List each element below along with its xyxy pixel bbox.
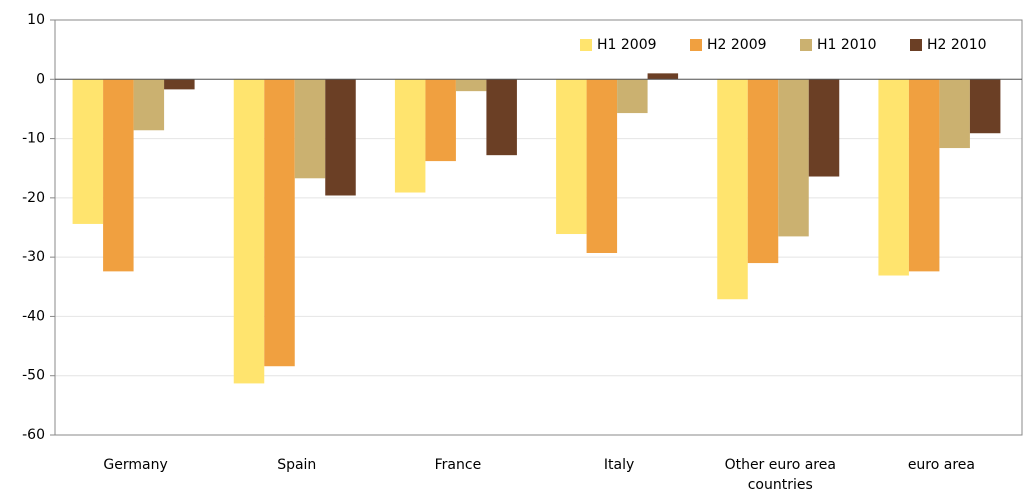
legend-label: H1 2010 (817, 37, 877, 53)
bar (808, 79, 840, 177)
y-tick-label: 10 (27, 12, 45, 28)
legend-label: H1 2009 (597, 37, 657, 53)
bar (425, 79, 456, 162)
legend-swatch (580, 39, 592, 51)
y-tick-label: -40 (22, 308, 45, 324)
y-tick-label: -60 (22, 427, 45, 443)
bar (908, 79, 940, 272)
bar (394, 79, 426, 193)
bar (617, 79, 648, 114)
bar (556, 79, 587, 235)
legend-swatch (690, 39, 702, 51)
x-tick-label: France (434, 457, 482, 473)
legend-label: H2 2009 (707, 37, 767, 53)
bar (103, 79, 134, 272)
bar (325, 79, 356, 196)
legend-swatch (800, 39, 812, 51)
legend-swatch (910, 39, 922, 51)
x-tick-label: Spain (277, 457, 317, 473)
plot-border (54, 19, 1023, 436)
bar (294, 79, 326, 179)
bar (878, 79, 909, 276)
bar (264, 79, 295, 367)
y-tick-label: -30 (22, 249, 45, 265)
bar (164, 79, 195, 90)
y-tick-label: -10 (22, 131, 45, 147)
bar (747, 79, 779, 264)
bar (586, 79, 618, 253)
bar (939, 79, 970, 149)
bar (233, 79, 265, 384)
x-tick-label: Italy (603, 457, 635, 473)
legend-label: H2 2010 (927, 37, 987, 53)
y-tick-label: -20 (22, 190, 45, 206)
bar (778, 79, 809, 237)
bar (717, 79, 748, 300)
bar (455, 79, 487, 92)
bar (133, 79, 165, 131)
x-tick-label: Germany (103, 457, 168, 473)
bar (486, 79, 517, 156)
bar (72, 79, 104, 224)
y-tick-label: 0 (36, 71, 45, 87)
x-tick-label: euro area (907, 457, 975, 473)
bar (969, 79, 1001, 134)
x-tick-label: Other euro area countries (724, 457, 836, 493)
bar (647, 73, 679, 80)
y-tick-label: -50 (22, 368, 45, 384)
